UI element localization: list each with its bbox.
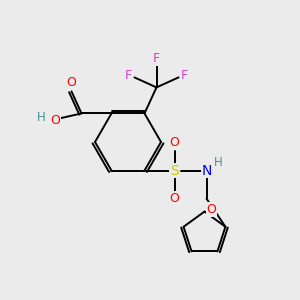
Text: H: H [37, 111, 46, 124]
Text: H: H [214, 156, 223, 169]
Text: O: O [169, 192, 179, 205]
Text: F: F [153, 52, 160, 65]
Text: O: O [67, 76, 76, 89]
Text: N: N [201, 164, 212, 178]
Text: F: F [125, 69, 132, 82]
Text: O: O [207, 203, 216, 216]
Text: O: O [51, 114, 60, 127]
Text: O: O [169, 136, 179, 149]
Text: F: F [181, 69, 188, 82]
Text: S: S [170, 164, 179, 178]
